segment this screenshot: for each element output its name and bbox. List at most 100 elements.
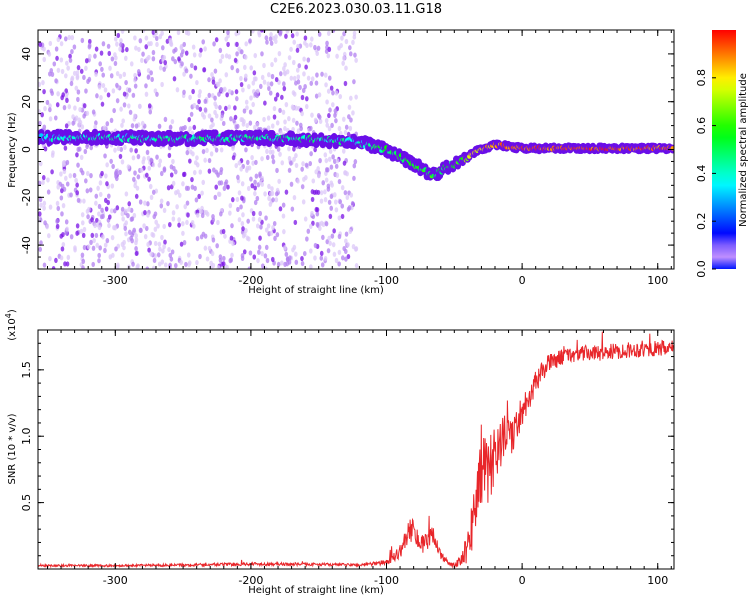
noise-speckle [162, 66, 166, 72]
noise-speckle [105, 162, 109, 168]
noise-speckle [326, 53, 331, 59]
noise-speckle [40, 112, 44, 118]
noise-speckle [207, 113, 212, 119]
noise-speckle [334, 257, 339, 264]
noise-speckle [292, 156, 296, 162]
noise-speckle [120, 241, 125, 248]
noise-speckle [250, 154, 254, 161]
noise-speckle [54, 46, 59, 52]
noise-speckle [168, 262, 172, 268]
noise-speckle [338, 130, 343, 137]
noise-speckle [308, 160, 313, 167]
noise-speckle [352, 79, 356, 85]
noise-speckle [144, 91, 149, 97]
noise-speckle [236, 174, 240, 180]
noise-speckle [134, 245, 138, 252]
noise-speckle [303, 35, 308, 41]
noise-speckle [224, 72, 229, 78]
noise-speckle [84, 65, 88, 71]
noise-speckle [61, 241, 66, 248]
noise-speckle [262, 62, 266, 69]
noise-speckle [140, 57, 144, 64]
noise-speckle [56, 36, 61, 43]
noise-speckle [103, 247, 107, 254]
noise-speckle [311, 178, 316, 184]
noise-speckle [219, 87, 223, 93]
noise-speckle [309, 151, 313, 157]
noise-speckle [138, 199, 143, 205]
noise-speckle [123, 144, 127, 150]
noise-speckle [270, 190, 275, 197]
noise-speckle [284, 189, 289, 195]
noise-speckle [343, 129, 348, 136]
noise-speckle [257, 249, 261, 255]
noise-speckle [337, 125, 342, 132]
noise-speckle [84, 178, 88, 184]
top-xtick-label: -300 [103, 274, 128, 287]
noise-speckle [325, 40, 329, 46]
noise-speckle [122, 102, 127, 108]
noise-speckle [99, 50, 104, 56]
noise-speckle [89, 239, 93, 245]
noise-speckle [61, 231, 65, 238]
noise-speckle [298, 84, 302, 91]
top-xtick-label: 0 [519, 274, 526, 287]
noise-speckle [182, 240, 187, 246]
noise-speckle [184, 261, 188, 268]
noise-speckle [59, 195, 64, 201]
noise-speckle [285, 30, 290, 34]
noise-speckle [192, 124, 197, 131]
noise-speckle [149, 251, 153, 257]
noise-speckle [93, 222, 97, 229]
noise-speckle [250, 183, 255, 189]
noise-speckle [179, 241, 184, 247]
noise-speckle [249, 176, 253, 182]
noise-speckle [329, 164, 334, 170]
noise-speckle [324, 118, 329, 124]
noise-speckle [182, 71, 186, 77]
noise-speckle [214, 184, 219, 190]
noise-speckle [329, 193, 334, 200]
noise-speckle [246, 185, 251, 192]
noise-speckle [223, 181, 228, 187]
noise-speckle [129, 216, 134, 222]
noise-speckle [323, 189, 327, 195]
noise-speckle [100, 66, 104, 72]
noise-speckle [342, 160, 347, 166]
noise-speckle [265, 148, 269, 154]
noise-speckle [127, 201, 132, 207]
noise-speckle [38, 211, 42, 217]
noise-speckle [326, 88, 331, 94]
noise-speckle [352, 30, 357, 37]
noise-speckle [300, 184, 305, 190]
noise-speckle [224, 36, 229, 42]
noise-speckle [274, 191, 279, 197]
noise-speckle [82, 226, 87, 233]
noise-speckle [341, 148, 346, 154]
colorbar: 0.0 0.2 0.4 0.6 0.8 Normalized spectral ampli… [695, 30, 749, 278]
noise-speckle [211, 79, 216, 85]
noise-speckle [170, 249, 175, 255]
noise-speckle [282, 66, 286, 72]
noise-speckle [60, 95, 64, 101]
noise-speckle [300, 255, 304, 262]
noise-speckle [142, 223, 146, 229]
noise-speckle [175, 87, 180, 93]
noise-speckle [227, 104, 232, 110]
noise-speckle [263, 100, 267, 106]
noise-speckle [267, 183, 271, 189]
noise-speckle [323, 152, 328, 158]
noise-speckle [271, 197, 275, 203]
noise-speckle [162, 207, 167, 213]
noise-speckle [152, 257, 157, 264]
noise-speckle [192, 102, 197, 109]
noise-speckle [158, 158, 163, 164]
noise-speckle [132, 176, 136, 182]
noise-speckle [97, 84, 102, 90]
noise-speckle [129, 147, 133, 153]
noise-speckle [72, 70, 77, 76]
noise-speckle [55, 102, 60, 108]
noise-speckle [327, 156, 332, 162]
noise-speckle [121, 216, 125, 222]
noise-speckle [256, 257, 260, 264]
